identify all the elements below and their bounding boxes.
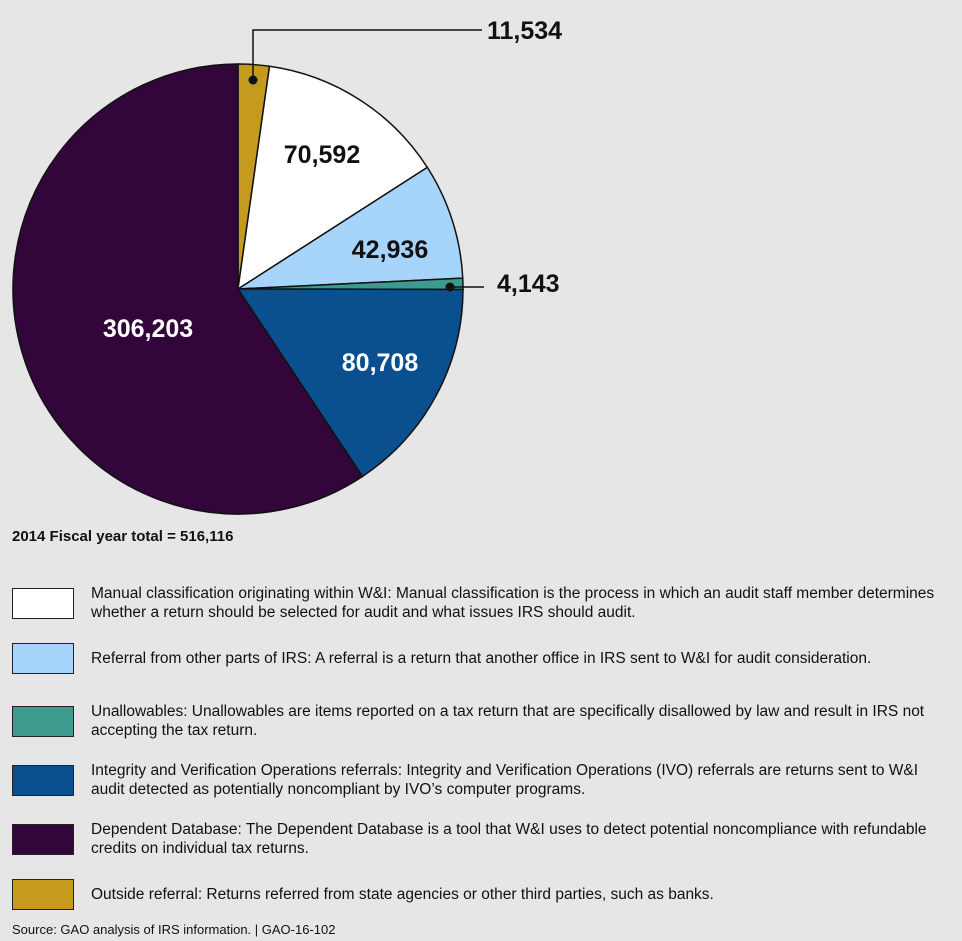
legend-swatch [12, 764, 74, 796]
callout-label-0: 11,534 [487, 17, 562, 45]
legend-item: Dependent Database: The Dependent Databa… [12, 820, 957, 858]
legend-text: Dependent Database: The Dependent Databa… [91, 821, 927, 857]
pie-slice-5 [12, 63, 364, 515]
fiscal-year-total: 2014 Fiscal year total = 516,116 [12, 528, 234, 545]
legend-text: Outside referral: Returns referred from … [91, 886, 714, 903]
pie-slice-2 [235, 166, 464, 290]
slice-label-2: 42,936 [352, 236, 428, 264]
legend-text: Manual classification originating within… [91, 585, 935, 621]
slice-label-1: 70,592 [284, 141, 360, 169]
slice-label-5: 306,203 [103, 315, 193, 343]
callout-label-3: 4,143 [497, 270, 560, 298]
legend-item: Unallowables: Unallowables are items rep… [12, 702, 957, 740]
callout-dot-0 [248, 75, 258, 85]
legend-swatch [12, 643, 74, 674]
legend-item: Manual classification originating within… [12, 584, 957, 622]
legend-item: Integrity and Verification Operations re… [12, 761, 957, 799]
slice-label-4: 80,708 [342, 349, 419, 377]
callout-dot-3 [445, 282, 455, 292]
pie-slice-1 [237, 65, 429, 291]
legend-swatch [12, 587, 74, 619]
legend-item: Referral from other parts of IRS: A refe… [12, 643, 957, 674]
legend-text: Integrity and Verification Operations re… [91, 762, 919, 798]
legend-swatch [12, 879, 74, 910]
legend-swatch [12, 705, 74, 737]
callout-line-0 [252, 29, 482, 80]
legend-text: Unallowables: Unallowables are items rep… [91, 703, 925, 739]
legend-swatch [12, 823, 74, 855]
pie-slice-4 [236, 288, 464, 478]
legend-item: Outside referral: Returns referred from … [12, 879, 957, 910]
source-note: Source: GAO analysis of IRS information.… [12, 922, 336, 937]
legend-text: Referral from other parts of IRS: A refe… [91, 650, 872, 667]
pie-chart: 11,534 4,143 70,592 42,936 80,708 306,203 [12, 17, 562, 515]
